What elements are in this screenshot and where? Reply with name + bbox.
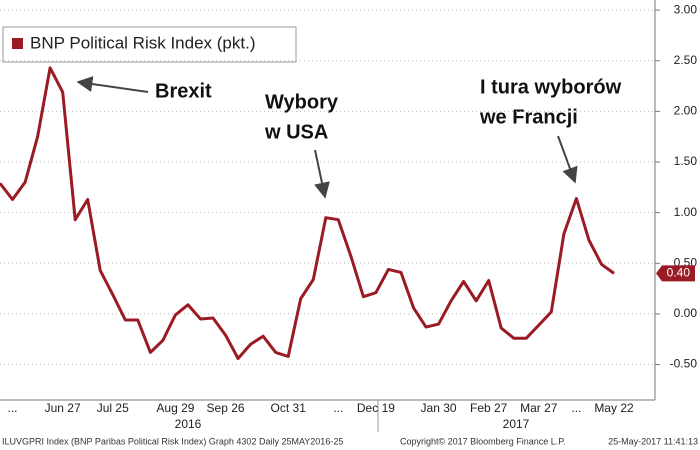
x-tick-label: Oct 31 [271, 401, 307, 415]
plot-area [0, 0, 655, 400]
y-tick-label: 2.00 [674, 104, 698, 118]
y-tick-label: 2.50 [674, 53, 698, 67]
legend-box [2, 26, 297, 63]
y-tick-label: 3.00 [674, 2, 698, 16]
x-tick-label: Sep 26 [207, 401, 245, 415]
legend-swatch [12, 38, 23, 49]
arrow [557, 135, 578, 184]
x-tick-label: ... [8, 401, 18, 415]
arrow [76, 76, 149, 93]
x-tick-label: Jan 30 [421, 401, 457, 415]
value-label: 0.40 [667, 266, 691, 280]
legend-label: BNP Political Risk Index (pkt.) [30, 33, 255, 52]
x-tick-label: Jul 25 [97, 401, 129, 415]
x-tick-label: Feb 27 [470, 401, 508, 415]
footer: 25-May-2017 11:41:13 [608, 436, 698, 446]
y-tick-label: 0.00 [674, 306, 698, 320]
x-tick-label: Dec 19 [357, 401, 395, 415]
annotation: Brexit [155, 80, 212, 102]
annotation: Wybory [265, 91, 339, 113]
x-tick-label: ... [571, 401, 581, 415]
x-tick-label: ... [333, 401, 343, 415]
footer: Copyright© 2017 Bloomberg Finance L.P. [400, 436, 566, 446]
x-tick-label: Mar 27 [520, 401, 558, 415]
y-tick-label: 1.00 [674, 205, 698, 219]
footer: ILUVGPRI Index (BNP Paribas Political Ri… [2, 436, 343, 446]
legend: BNP Political Risk Index (pkt.) [2, 26, 297, 63]
annotation: I tura wyborów [480, 76, 622, 98]
x-tick-label: May 22 [594, 401, 634, 415]
x-tick-label: Jun 27 [45, 401, 81, 415]
y-tick-label: 1.50 [674, 154, 698, 168]
series-line [0, 66, 615, 360]
annotation: w USA [264, 121, 328, 143]
arrow [314, 149, 330, 199]
year-label: 2016 [175, 417, 202, 431]
value-label-box [656, 265, 695, 282]
y-tick-label: -0.50 [670, 357, 698, 371]
year-label: 2017 [503, 417, 530, 431]
x-tick-label: Aug 29 [156, 401, 194, 415]
annotation: we Francji [479, 106, 578, 128]
